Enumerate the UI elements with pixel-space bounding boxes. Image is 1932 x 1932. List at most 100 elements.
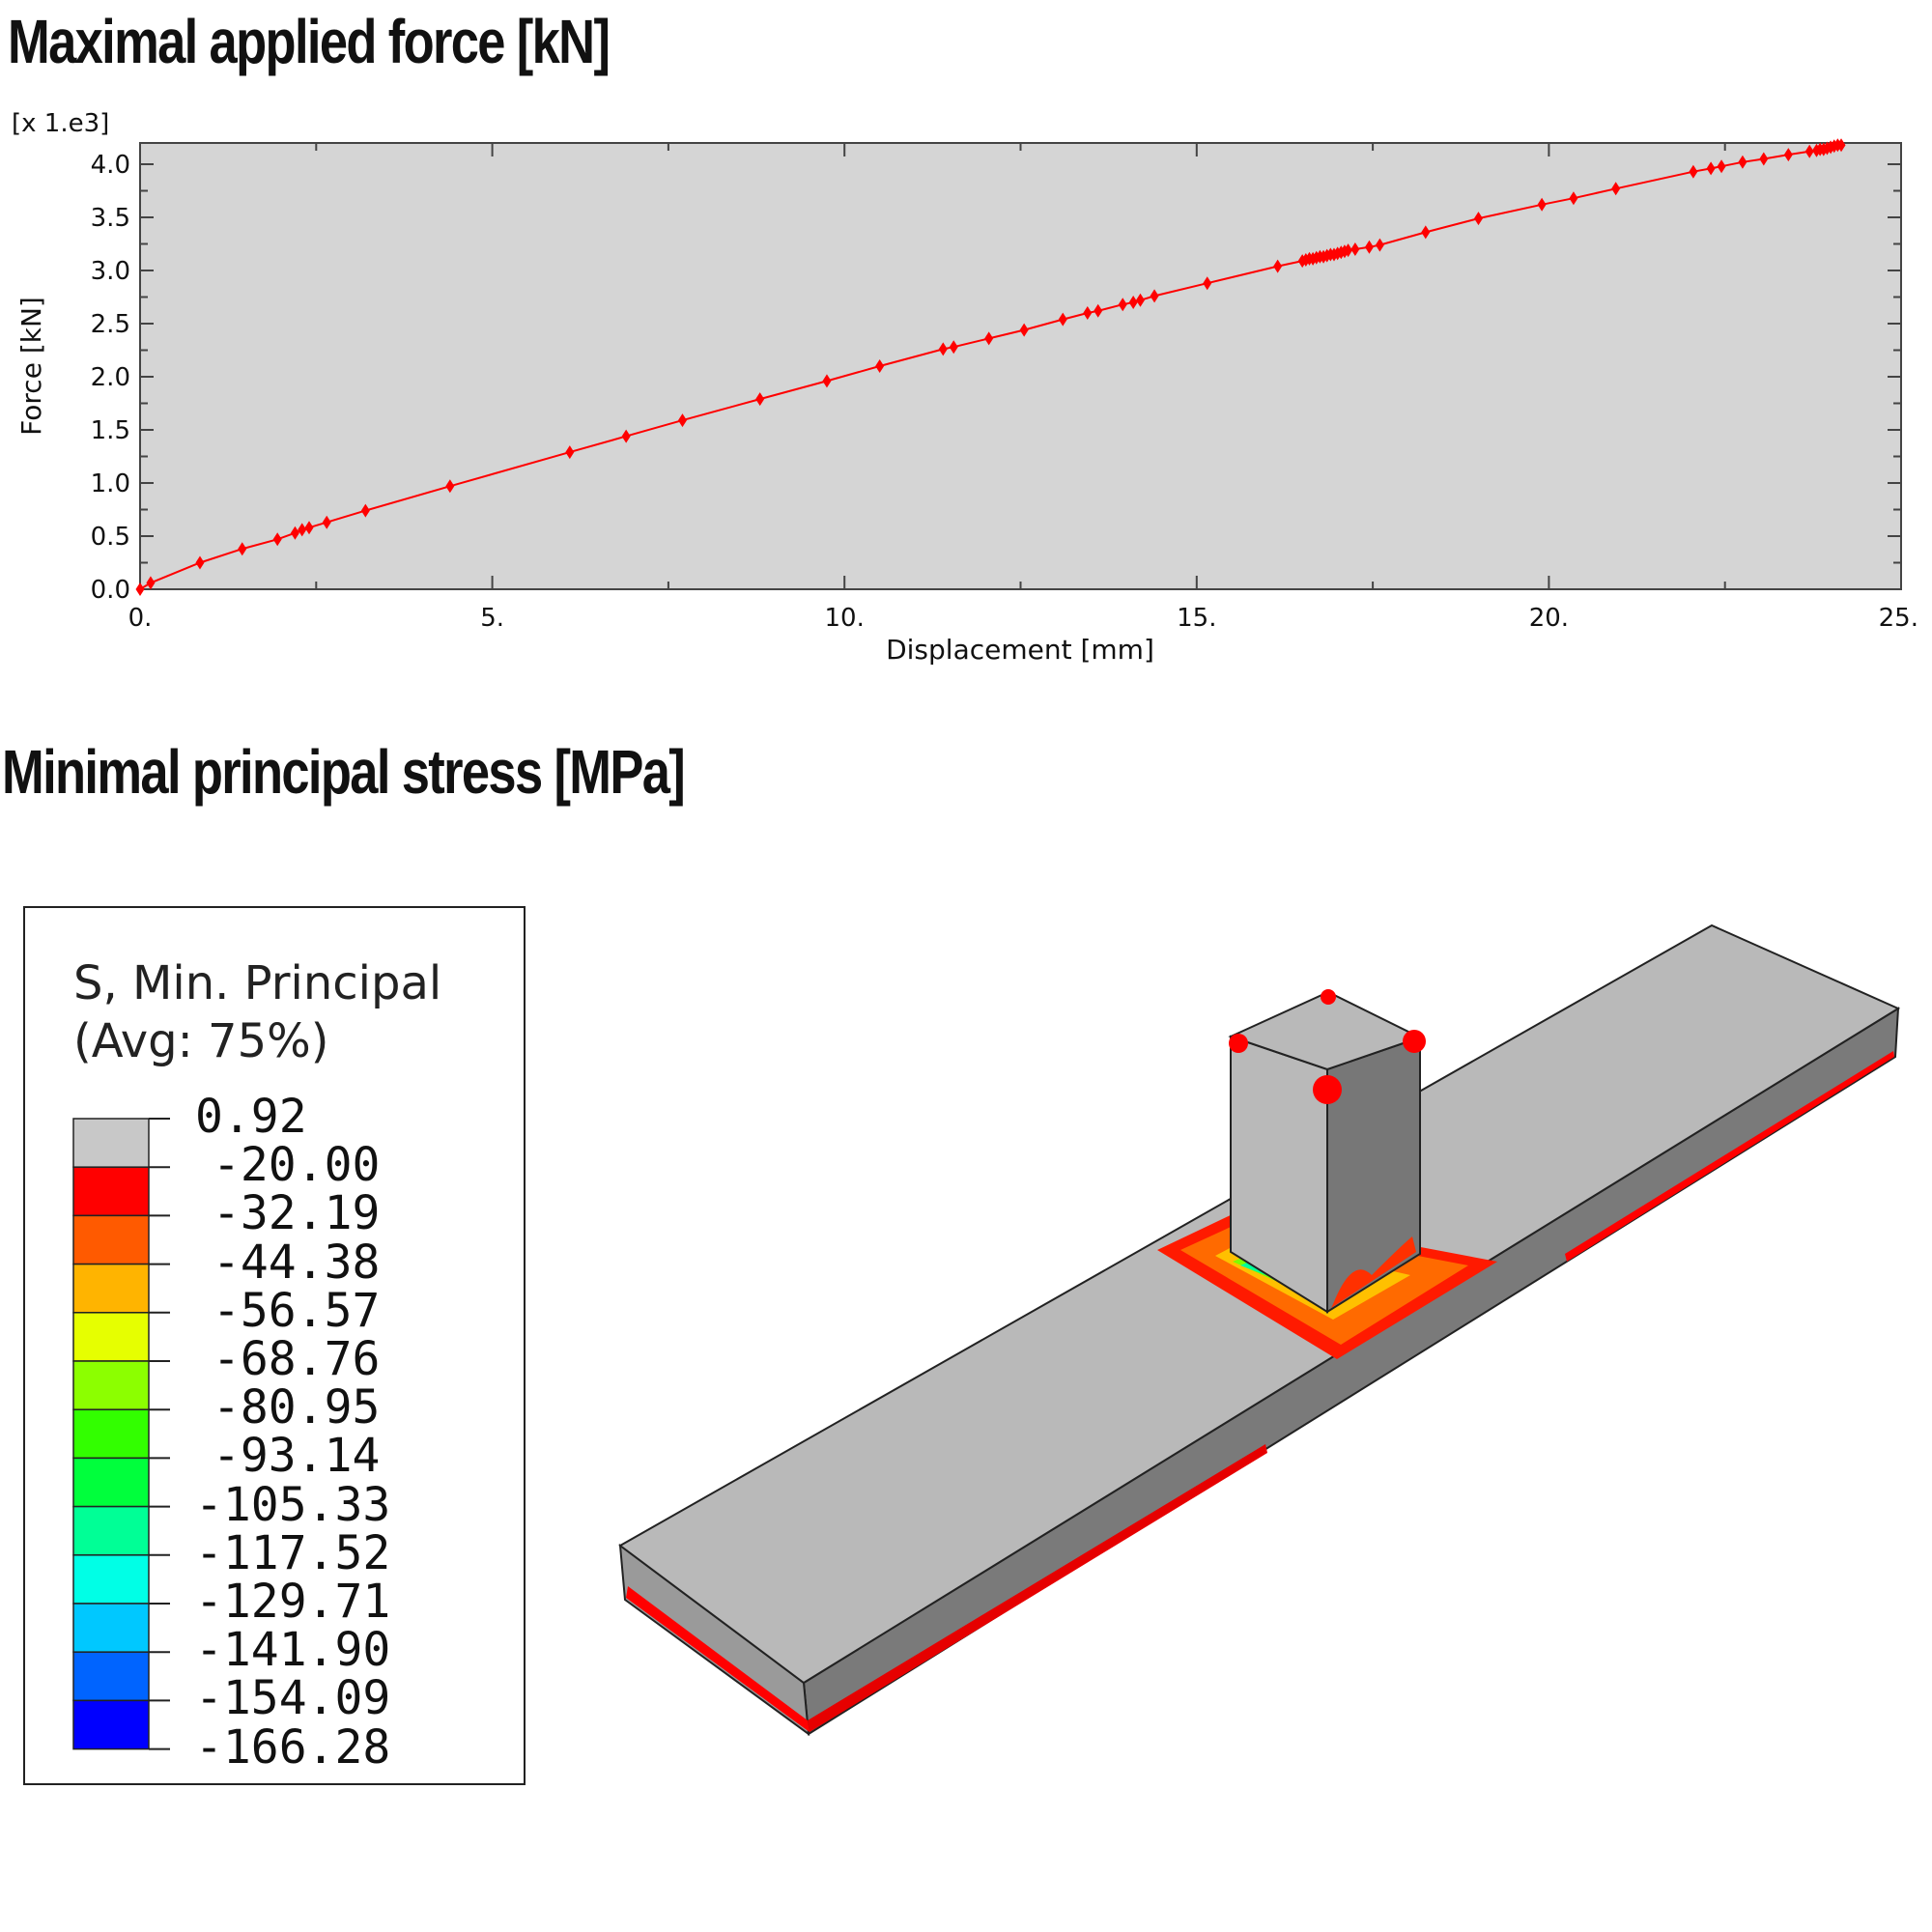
y-tick-label: 1.5 [91,416,130,445]
x-tick-label: 5. [480,604,504,633]
y-tick-label: 1.0 [91,469,130,498]
legend-title: S, Min. Principal [73,956,442,1010]
data-point-marker [146,576,156,590]
data-point-marker [1128,296,1138,309]
data-point-marker [1706,161,1716,176]
legend-color-band [72,1603,150,1653]
data-point-marker [1350,242,1360,256]
data-point-marker [1759,152,1769,166]
legend-value: 0.92 [195,1090,307,1144]
corner-stress-spot [1403,1030,1426,1053]
data-point-marker [1135,293,1145,307]
legend-color-band [72,1408,150,1460]
plot-area [139,142,1902,590]
legend-value: -56.57 [213,1283,381,1338]
y-tick-label: 3.5 [91,204,130,233]
data-point-marker [1118,298,1127,312]
data-point-marker [238,542,247,556]
x-axis-title: Displacement [mm] [886,634,1154,666]
data-point-marker [322,515,331,529]
legend-value: -80.95 [213,1380,381,1435]
corner-stress-spot [1229,1034,1248,1053]
legend-value: -117.52 [195,1525,391,1580]
x-tick-label: 10. [825,604,865,633]
legend-color-band [72,1651,150,1702]
legend-value: -141.90 [195,1623,391,1678]
legend-value: -20.00 [213,1138,381,1193]
data-point-marker [949,340,958,355]
y-tick-label: 0.5 [91,523,130,552]
data-point-marker [1611,182,1621,196]
data-point-marker [195,555,205,570]
data-point-marker [1569,191,1578,206]
y-tick-label: 3.0 [91,257,130,286]
legend-color-band [72,1505,150,1556]
data-point-marker [875,359,885,373]
y-tick-label: 2.5 [91,310,130,339]
legend-color-band [72,1166,150,1217]
data-point-marker [1273,259,1283,273]
corner-stress-spot [1321,989,1336,1005]
data-point-marker [565,445,575,460]
data-point-marker [984,331,994,346]
data-point-marker [1150,289,1159,303]
data-point-marker [1689,164,1698,179]
x-tick-label: 0. [128,604,153,633]
legend-value: -166.28 [195,1719,391,1775]
data-point-marker [1537,197,1547,212]
data-point-marker [1783,148,1793,162]
corner-stress-spot [1313,1075,1342,1104]
data-point-marker [445,479,455,494]
legend-color-band [72,1699,150,1750]
contour-legend: S, Min. Principal (Avg: 75%) 0.92 -20.00-… [23,906,526,1785]
data-point-marker [1421,225,1431,240]
legend-color-band [72,1554,150,1605]
legend-value: -154.09 [195,1671,391,1726]
legend-color-band [72,1360,150,1410]
legend-value: -93.14 [213,1429,381,1484]
data-point-marker [360,503,370,518]
data-point-marker [1094,303,1103,318]
bar-bottom-stress-band [626,1586,810,1732]
data-point-marker [822,374,832,388]
data-point-marker [621,429,631,443]
legend-value: -68.76 [213,1332,381,1386]
legend-value: -32.19 [213,1186,381,1241]
legend-value: -44.38 [213,1235,381,1290]
data-point-marker [1058,312,1067,327]
legend-color-bar [72,1118,170,1750]
data-point-marker [1836,138,1846,153]
stress-plot-heading: Minimal principal stress [MPa] [2,737,686,807]
bar-bottom-stress-band [1565,1051,1894,1262]
block-base-stress [1331,1236,1416,1308]
data-point-marker [1019,323,1029,337]
data-point-marker [1717,159,1726,174]
data-point-marker [290,526,299,540]
legend-value: -129.71 [195,1575,391,1629]
data-point-marker [1473,212,1483,226]
y-axis-title: Force [kN] [15,297,47,436]
data-point-marker [1083,306,1093,320]
legend-subtitle: (Avg: 75%) [73,1014,329,1068]
legend-color-band [72,1312,150,1362]
x-tick-label: 20. [1529,604,1569,633]
data-point-marker [938,342,948,356]
data-point-marker [1375,238,1384,252]
y-tick-label: 2.0 [91,363,130,392]
legend-color-band [72,1263,150,1314]
data-point-marker [135,582,145,596]
data-point-marker [755,392,765,407]
y-tick-label: 4.0 [91,151,130,180]
data-point-marker [272,532,282,547]
bar-bottom-stress-band [808,1444,1267,1732]
data-point-marker [1364,240,1374,254]
x-tick-label: 15. [1177,604,1216,633]
legend-color-band [72,1118,150,1168]
y-multiplier-label: [x 1.e3] [12,109,109,138]
data-point-marker [1738,155,1747,169]
data-point-marker [298,523,307,537]
legend-color-band [72,1457,150,1508]
data-point-marker [304,521,314,535]
legend-value: -105.33 [195,1477,391,1532]
